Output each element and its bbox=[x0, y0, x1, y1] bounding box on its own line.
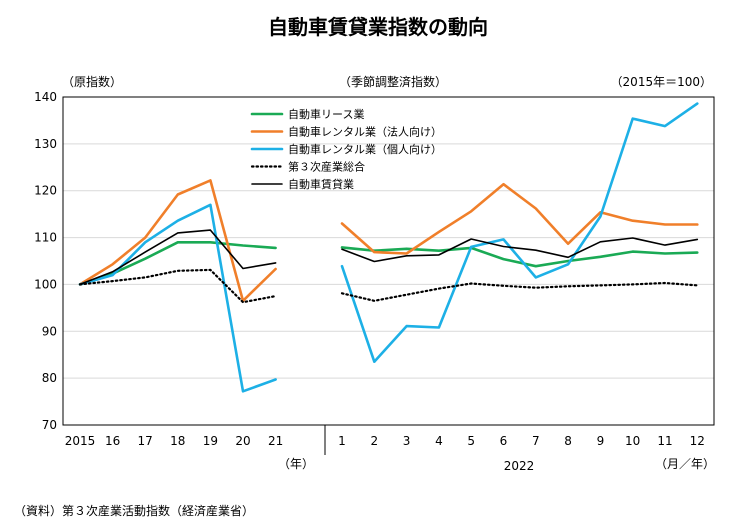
y-tick-label: 100 bbox=[34, 277, 57, 291]
x-tick-label-month: 9 bbox=[597, 434, 605, 448]
x-tick-label-month: 3 bbox=[403, 434, 411, 448]
series-lines bbox=[78, 102, 699, 393]
x-tick-label-month: 8 bbox=[564, 434, 572, 448]
y-axis: 70 80 90 100 110 120 130 140 bbox=[34, 90, 57, 432]
gridlines bbox=[63, 143, 714, 455]
series-line-4-annual bbox=[79, 229, 277, 286]
legend-label: 自動車レンタル業（個人向け） bbox=[288, 142, 442, 156]
monthly-unit-label: （月／年） bbox=[655, 457, 715, 471]
series-line-2-annual bbox=[78, 203, 277, 393]
series-line-3-monthly bbox=[340, 281, 699, 302]
series-line-1-monthly bbox=[340, 182, 699, 255]
x-tick-label-month: 12 bbox=[690, 434, 705, 448]
chart-title: 自動車賃貸業指数の動向 bbox=[268, 15, 488, 39]
series-line-4-monthly bbox=[341, 237, 699, 263]
x-tick-label-month: 1 bbox=[338, 434, 346, 448]
x-tick-label-month: 4 bbox=[435, 434, 443, 448]
series-line-1-annual bbox=[78, 179, 277, 303]
series-line-0-annual bbox=[78, 241, 277, 286]
y-tick-label: 70 bbox=[42, 418, 57, 432]
x-tick-label-month: 7 bbox=[532, 434, 540, 448]
x-tick-label-month: 2 bbox=[370, 434, 378, 448]
x-axis: 2015 16 17 18 19 20 21 1 2 3 4 5 6 7 8 9 10 11 12 bbox=[65, 434, 705, 448]
series-line-2-monthly bbox=[340, 102, 699, 364]
year-label: 2022 bbox=[504, 459, 535, 473]
plot-frame bbox=[62, 96, 715, 426]
legend-label: 自動車レンタル業（法人向け） bbox=[288, 125, 442, 139]
x-tick-label-annual: 17 bbox=[138, 434, 153, 448]
x-tick-label-annual: 18 bbox=[170, 434, 185, 448]
y-tick-label: 130 bbox=[34, 137, 57, 151]
series-line-3-annual bbox=[78, 268, 277, 304]
x-tick-label-annual: 21 bbox=[268, 434, 283, 448]
annual-unit-label: （年） bbox=[278, 457, 314, 471]
x-tick-label-annual: 19 bbox=[203, 434, 218, 448]
legend-label: 自動車リース業 bbox=[288, 107, 364, 121]
middle-axis-note: （季節調整済指数） bbox=[339, 74, 447, 89]
x-tick-label-month: 11 bbox=[657, 434, 672, 448]
series-line-0-monthly bbox=[340, 246, 699, 268]
x-tick-label-month: 5 bbox=[467, 434, 475, 448]
x-tick-label-annual: 16 bbox=[105, 434, 120, 448]
y-tick-label: 120 bbox=[34, 184, 57, 198]
y-tick-label: 90 bbox=[42, 324, 57, 338]
y-tick-label: 110 bbox=[34, 231, 57, 245]
y-tick-label: 140 bbox=[34, 90, 57, 104]
left-axis-note: （原指数） bbox=[62, 74, 122, 89]
x-tick-label-month: 10 bbox=[625, 434, 640, 448]
x-tick-label-annual: 20 bbox=[235, 434, 250, 448]
source-note: （資料）第３次産業活動指数（経済産業省） bbox=[14, 503, 254, 518]
right-axis-note: （2015年＝100） bbox=[611, 75, 712, 89]
legend-label: 第３次産業総合 bbox=[288, 160, 365, 174]
y-tick-label: 80 bbox=[42, 371, 57, 385]
x-tick-label-annual: 2015 bbox=[65, 434, 96, 448]
x-tick-label-month: 6 bbox=[500, 434, 508, 448]
legend-label: 自動車賃貸業 bbox=[288, 177, 354, 191]
